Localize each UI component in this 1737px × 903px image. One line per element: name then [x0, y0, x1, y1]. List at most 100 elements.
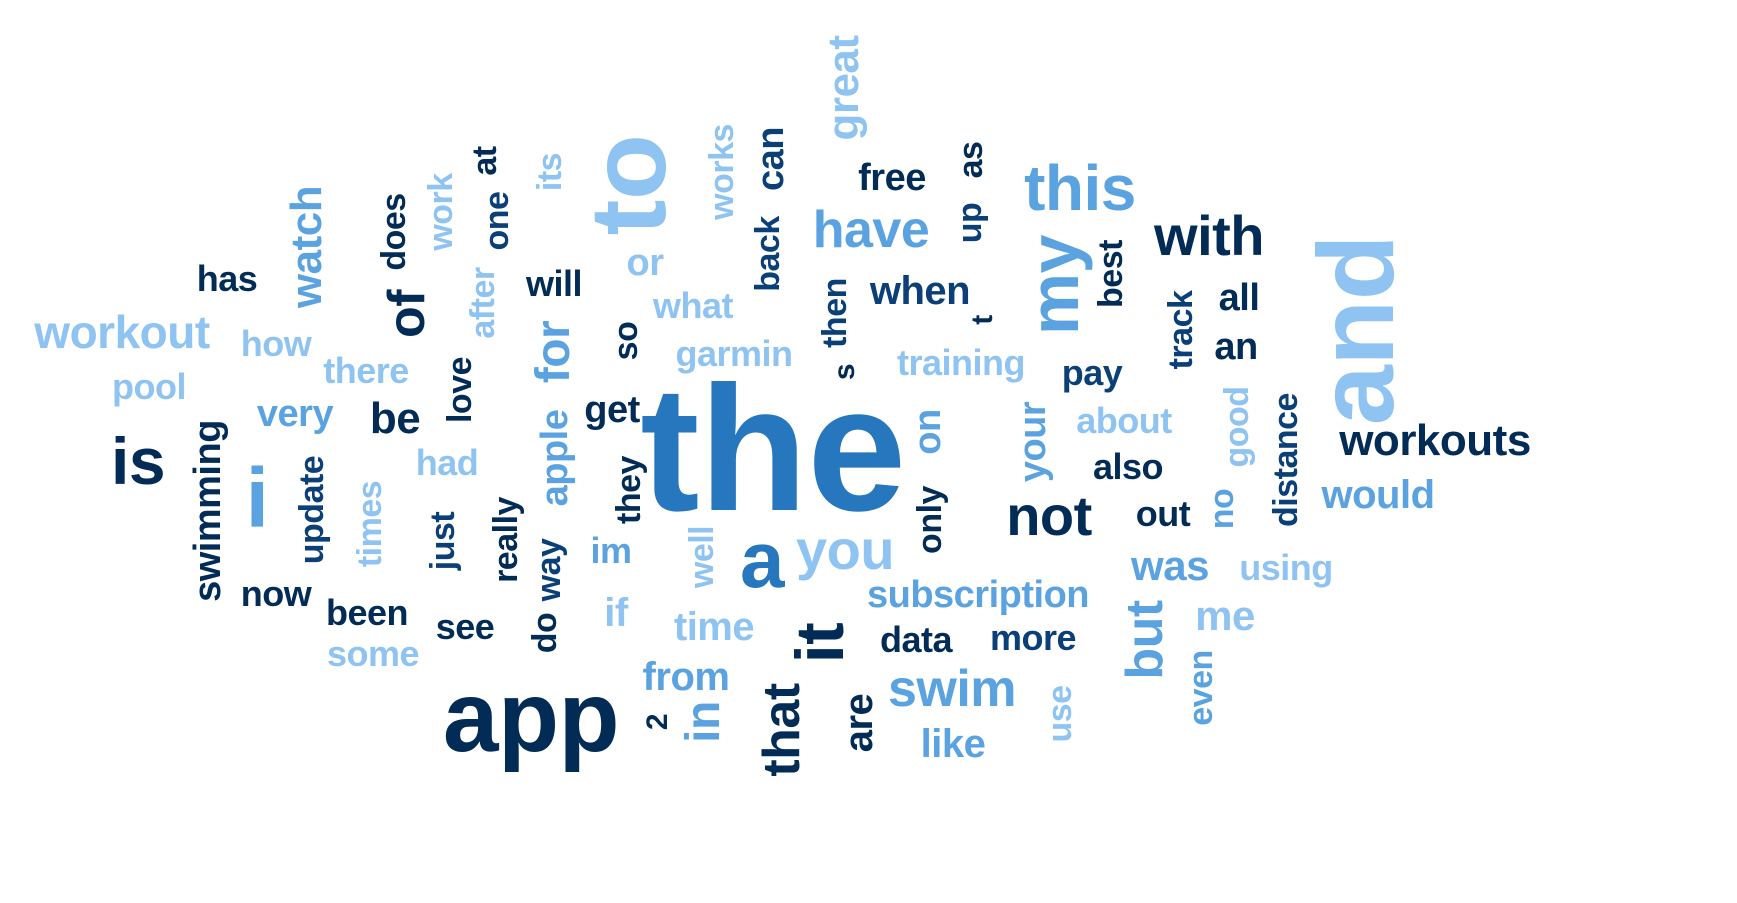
word-a: a — [740, 515, 785, 604]
word-would: would — [1321, 473, 1435, 517]
word-to: to — [567, 134, 688, 236]
word-with: with — [1154, 204, 1264, 267]
word-no: no — [1203, 488, 1241, 530]
word-pool: pool — [112, 366, 186, 407]
word-about: about — [1076, 400, 1172, 441]
word-after: after — [464, 267, 502, 339]
word-2: 2 — [641, 713, 674, 731]
word-been: been — [325, 592, 409, 633]
word-so: so — [607, 321, 645, 361]
word-how: how — [240, 323, 312, 364]
word-not: not — [1006, 484, 1092, 547]
word-from: from — [642, 655, 730, 699]
word-there: there — [323, 350, 409, 391]
word-like: like — [920, 722, 986, 766]
word-your: your — [1012, 401, 1054, 483]
word-time: time — [673, 605, 755, 649]
word-do: do — [526, 612, 564, 654]
word-is: is — [110, 424, 166, 498]
word-work: work — [422, 173, 460, 251]
word-was: was — [1131, 542, 1209, 589]
word-does: does — [375, 193, 413, 271]
word-get: get — [584, 389, 640, 431]
word-see: see — [435, 606, 495, 647]
word-some: some — [326, 633, 420, 674]
word-has: has — [196, 258, 258, 299]
word-free: free — [858, 157, 926, 199]
word-app: app — [442, 661, 620, 773]
word-will: will — [525, 263, 583, 304]
word-one: one — [478, 191, 516, 251]
word-then: then — [816, 278, 854, 348]
word-out: out — [1135, 493, 1191, 534]
word-times: times — [351, 480, 389, 568]
word-im: im — [590, 530, 632, 571]
word-garmin: garmin — [675, 333, 793, 374]
word-me: me — [1195, 592, 1255, 639]
word-just: just — [424, 511, 462, 571]
word-apple: apple — [534, 409, 576, 507]
word-this: this — [1024, 152, 1136, 224]
word-on: on — [907, 409, 949, 455]
word-its: its — [531, 152, 569, 192]
word-watch: watch — [282, 185, 331, 309]
word-that: that — [753, 683, 811, 777]
word-workouts: workouts — [1339, 416, 1531, 465]
word-i: i — [245, 451, 269, 545]
word-works: works — [703, 124, 741, 220]
word-very: very — [256, 393, 334, 435]
word-pay: pay — [1061, 352, 1123, 393]
word-what: what — [652, 285, 734, 326]
word-swim: swim — [887, 660, 1017, 718]
word-up: up — [951, 202, 989, 244]
word-when: when — [869, 269, 971, 313]
word-be: be — [369, 394, 421, 443]
word-if: if — [604, 591, 628, 635]
word-for: for — [527, 320, 580, 384]
word-really: really — [487, 497, 525, 583]
word-you: you — [795, 518, 895, 581]
word-all: all — [1218, 277, 1260, 319]
word-s: s — [828, 363, 861, 381]
word-track: track — [1162, 290, 1200, 370]
word-great: great — [819, 35, 868, 141]
word-and: and — [1295, 234, 1416, 426]
word-an: an — [1214, 326, 1258, 368]
word-as: as — [952, 141, 990, 179]
word-best: best — [1092, 240, 1130, 308]
word-but: but — [1116, 600, 1174, 680]
word-update: update — [293, 455, 331, 565]
word-at: at — [466, 146, 504, 176]
word-workout: workout — [34, 306, 210, 358]
word-also: also — [1092, 446, 1164, 487]
word-can: can — [750, 127, 792, 191]
word-they: they — [610, 456, 648, 524]
word-are: are — [837, 693, 881, 753]
word-the: the — [640, 349, 906, 548]
word-only: only — [911, 486, 949, 554]
word-data: data — [879, 619, 953, 660]
word-swimming: swimming — [187, 420, 229, 602]
word-use: use — [1041, 685, 1079, 743]
word-had: had — [415, 442, 479, 483]
word-t: t — [966, 315, 999, 325]
word-have: have — [812, 201, 930, 259]
word-good: good — [1218, 386, 1256, 468]
word-distance: distance — [1267, 393, 1305, 527]
word-it: it — [782, 622, 858, 664]
word-more: more — [989, 617, 1077, 658]
word-way: way — [530, 538, 568, 602]
word-back: back — [749, 216, 787, 292]
word-even: even — [1182, 650, 1220, 726]
word-my: my — [1015, 234, 1093, 336]
word-in: in — [677, 701, 730, 743]
word-of: of — [378, 289, 436, 339]
word-now: now — [240, 573, 312, 614]
word-using: using — [1239, 547, 1333, 588]
word-love: love — [441, 356, 479, 424]
word-well: well — [683, 525, 721, 589]
word-or: or — [626, 242, 665, 284]
word-training: training — [897, 342, 1026, 383]
word-subscription: subscription — [866, 574, 1090, 616]
